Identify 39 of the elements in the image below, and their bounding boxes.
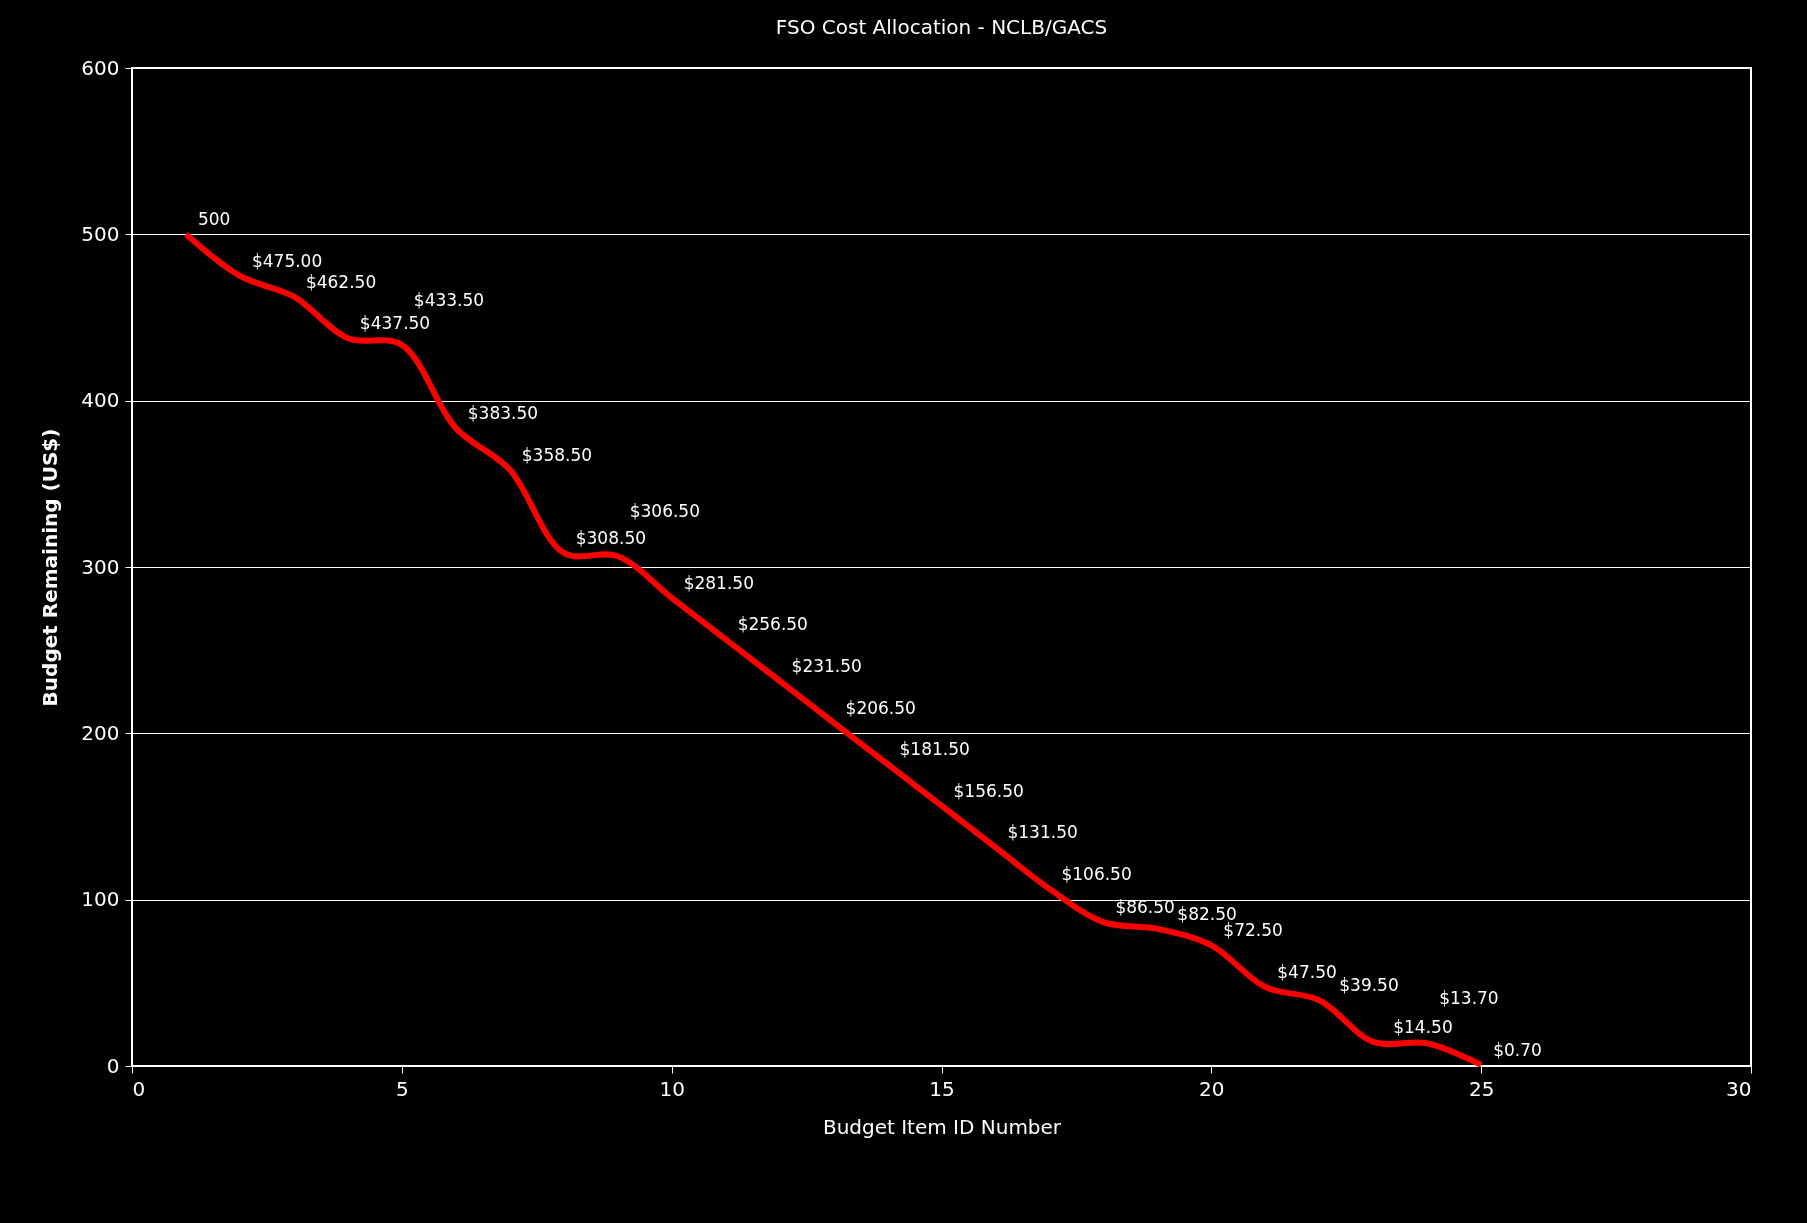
y-tick-label: 600 <box>81 55 120 80</box>
x-tick-label: 10 <box>659 1076 685 1101</box>
y-tick-label: 0 <box>106 1053 120 1078</box>
data-label: $433.50 <box>413 289 485 310</box>
data-label: $181.50 <box>899 739 970 760</box>
x-tick-label: 25 <box>1468 1076 1495 1101</box>
x-axis-title: Budget Item ID Number <box>822 1114 1062 1139</box>
data-label: $281.50 <box>683 572 754 593</box>
chart-title: FSO Cost Allocation - NCLB/GACS <box>775 15 1108 39</box>
x-tick-label: 30 <box>1726 1076 1752 1101</box>
x-tick-label: 0 <box>132 1076 146 1101</box>
y-tick-label: 300 <box>81 554 120 579</box>
y-tick-label: 500 <box>81 221 120 246</box>
x-tick-label: 15 <box>929 1076 955 1101</box>
data-label: $256.50 <box>737 614 808 635</box>
data-label: $156.50 <box>953 780 1024 801</box>
data-label: $475.00 <box>251 250 323 271</box>
data-label: $308.50 <box>575 527 647 548</box>
data-label: $14.50 <box>1393 1016 1453 1037</box>
data-label: $358.50 <box>521 444 593 465</box>
y-tick-label: 100 <box>81 887 120 912</box>
data-label: 500 <box>197 209 231 230</box>
data-label: $131.50 <box>1007 822 1078 843</box>
y-axis-title: Budget Remaining (US$) <box>38 428 63 707</box>
x-tick-label: 20 <box>1199 1076 1225 1101</box>
data-label: $39.50 <box>1339 975 1399 996</box>
data-label: $383.50 <box>467 403 539 424</box>
data-label: $13.70 <box>1439 988 1499 1009</box>
data-label: $462.50 <box>305 271 377 292</box>
data-label: $206.50 <box>845 697 916 718</box>
data-label: $47.50 <box>1277 961 1337 982</box>
y-tick-label: 200 <box>81 720 120 745</box>
data-label: $231.50 <box>791 655 862 676</box>
y-tick-label: 400 <box>81 388 120 413</box>
data-label: $437.50 <box>359 313 431 334</box>
data-label: $106.50 <box>1061 863 1132 884</box>
x-tick-label: 5 <box>395 1076 409 1101</box>
data-label: $306.50 <box>629 501 701 522</box>
data-label: $0.70 <box>1493 1039 1542 1060</box>
